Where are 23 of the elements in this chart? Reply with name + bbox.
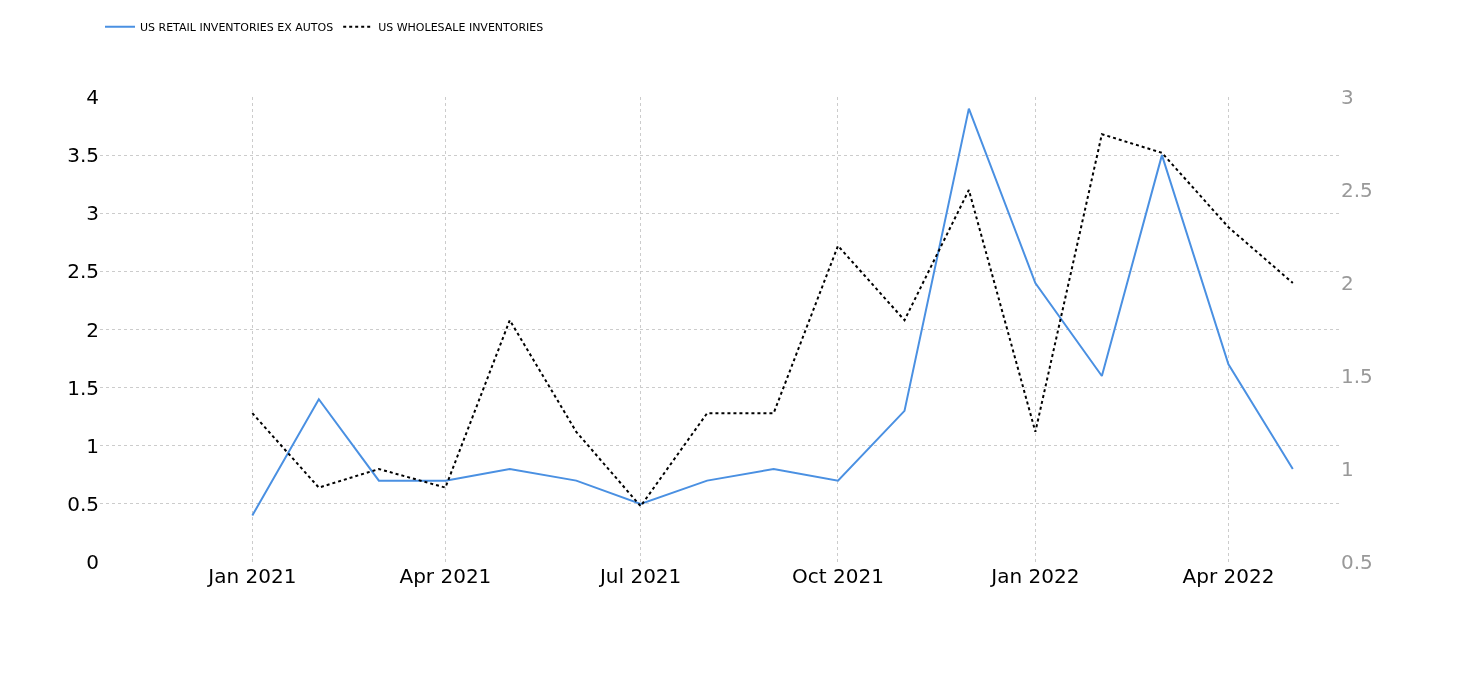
y-tick-label: 1 — [86, 433, 99, 458]
y-tick-label: 1.5 — [67, 375, 99, 400]
y2-tick-label: 2.5 — [1341, 178, 1373, 202]
y-tick-label: 2 — [86, 317, 99, 342]
y-tick-label: 0.5 — [67, 491, 99, 516]
y2-tick-label: 3 — [1341, 85, 1354, 109]
y-tick-label: 0 — [86, 550, 99, 574]
y-tick-label: 4 — [86, 85, 99, 109]
x-tick-label: Jul 2021 — [597, 564, 682, 588]
y-tick-label: 3.5 — [67, 143, 99, 168]
y-tick-label: 2.5 — [67, 259, 99, 284]
x-tick-label: Jan 2021 — [206, 564, 297, 588]
y-tick-label: 3 — [86, 201, 99, 226]
y2-tick-label: 2 — [1341, 271, 1354, 295]
x-tick-label: Apr 2021 — [399, 564, 492, 588]
y2-tick-label: 1 — [1341, 457, 1354, 481]
legend-label: US RETAIL INVENTORIES EX AUTOS — [140, 20, 334, 34]
y2-tick-label: 1.5 — [1341, 364, 1373, 388]
legend-label: US WHOLESALE INVENTORIES — [378, 20, 544, 34]
x-tick-label: Apr 2022 — [1182, 564, 1275, 588]
y2-tick-label: 0.5 — [1341, 550, 1373, 574]
x-tick-label: Jan 2022 — [989, 564, 1080, 588]
x-tick-label: Oct 2021 — [792, 564, 884, 588]
